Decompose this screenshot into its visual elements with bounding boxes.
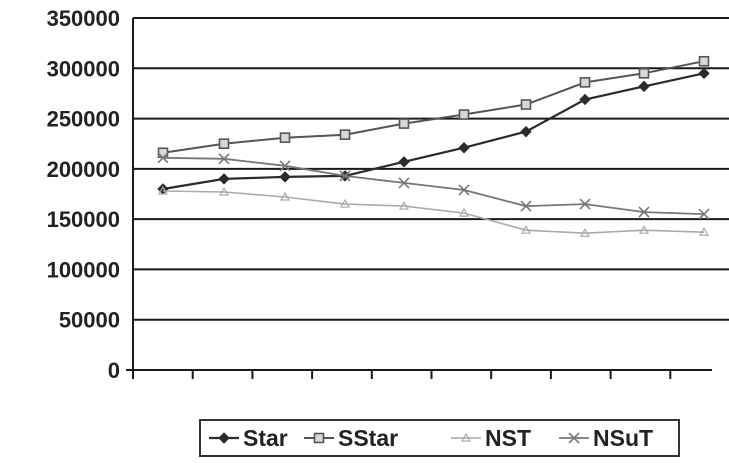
data-point-nst [638, 224, 650, 234]
data-point-nsut [698, 208, 710, 220]
y-tick-label: 300000 [47, 56, 120, 81]
series-line-sstar [162, 60, 705, 154]
data-point-nsut [339, 170, 351, 182]
legend-item-sstar: SStar [304, 425, 398, 451]
data-point-nsut [398, 177, 410, 189]
data-point-star [458, 142, 470, 154]
legend-label-nst: NST [485, 425, 531, 451]
data-point-star [398, 156, 410, 168]
series-line-star [162, 72, 705, 191]
y-tick-label: 100000 [47, 257, 120, 282]
data-point-nsut [520, 200, 532, 212]
data-point-sstar [398, 118, 410, 129]
data-point-nsut [218, 153, 230, 165]
legend-item-nst: NST [451, 425, 531, 451]
y-tick-label: 350000 [47, 6, 120, 31]
series-line-nsut [162, 156, 705, 215]
data-point-nst [579, 228, 591, 237]
series-line-nst [162, 190, 705, 235]
data-point-nsut [579, 198, 591, 210]
legend-marker-sstar [313, 432, 325, 444]
legend-item-nsut: NSuT [559, 425, 653, 451]
y-tick-label: 50000 [59, 308, 120, 333]
gridlines [133, 17, 729, 321]
data-point-nst [458, 207, 470, 217]
series-nst [157, 185, 710, 237]
data-point-sstar [579, 77, 591, 88]
legend-label-nsut: NSuT [593, 425, 653, 451]
data-point-sstar [698, 55, 710, 67]
data-point-nst [520, 224, 532, 234]
series-lines [157, 55, 710, 237]
data-point-nsut [458, 184, 470, 196]
data-point-nst [279, 191, 291, 201]
y-tick-label: 0 [108, 358, 120, 383]
data-point-star [579, 93, 591, 106]
data-point-sstar [458, 109, 470, 120]
legend-marker-star [218, 432, 230, 444]
data-point-star [698, 67, 710, 80]
legend-item-star: Star [209, 425, 288, 451]
y-tick-label: 250000 [47, 107, 120, 132]
legend-label-star: Star [243, 425, 288, 451]
series-star [157, 67, 710, 195]
data-point-sstar [520, 99, 532, 110]
y-tick-label: 150000 [47, 207, 120, 232]
series-sstar [157, 55, 710, 159]
data-point-star [279, 171, 291, 183]
legend-label-sstar: SStar [338, 425, 398, 451]
y-tick-labels: 0 50000 100000 150000 200000 250000 300000 3500… [47, 6, 120, 383]
data-point-nst [218, 186, 230, 196]
data-point-nsut [638, 206, 650, 218]
data-point-sstar [339, 129, 351, 140]
data-point-nst [698, 227, 710, 236]
legend-items: Star SStar NST NSuT [209, 425, 653, 451]
legend-marker-nsut [568, 432, 580, 444]
data-point-star [520, 125, 532, 138]
series-nsut [157, 152, 710, 220]
data-point-nsut [279, 160, 291, 172]
data-point-nsut [157, 152, 169, 164]
y-tick-label: 200000 [47, 157, 120, 182]
data-point-nst [157, 185, 169, 195]
data-point-sstar [218, 138, 230, 150]
axes [126, 18, 712, 379]
legend-marker-nst [460, 432, 472, 442]
data-point-nst [339, 198, 351, 208]
data-point-sstar [157, 147, 169, 159]
data-point-star [638, 80, 650, 93]
data-point-sstar [638, 68, 650, 79]
data-point-nst [398, 200, 410, 210]
legend: Star SStar NST NSuT [199, 419, 680, 457]
data-point-sstar [279, 132, 291, 143]
data-point-star [218, 173, 230, 185]
